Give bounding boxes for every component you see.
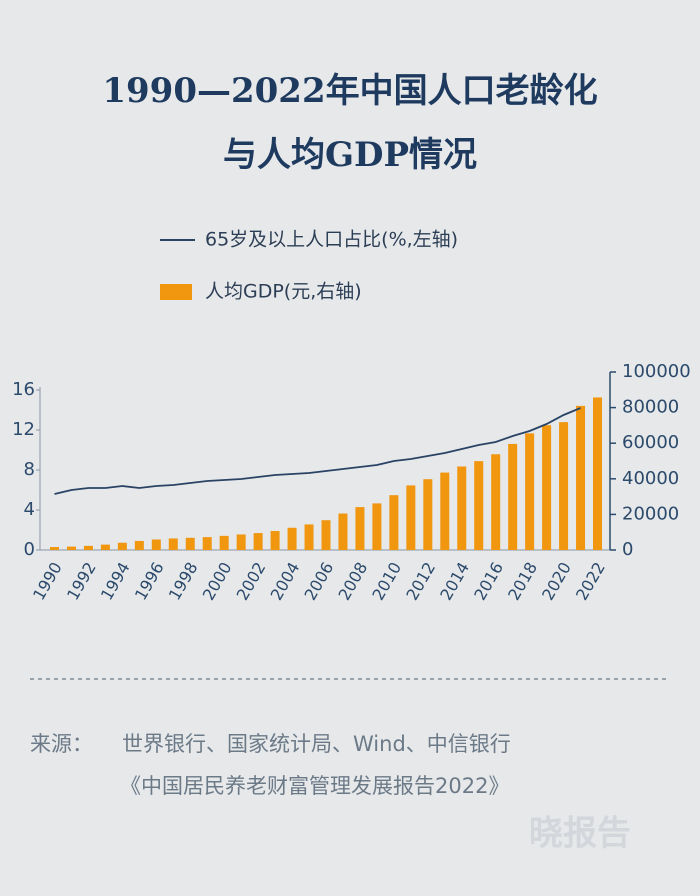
bar <box>253 533 263 550</box>
bar <box>406 485 416 550</box>
y2-tick-label: 0 <box>622 539 633 560</box>
bar <box>355 507 365 550</box>
legend-swatch <box>160 284 192 300</box>
y-tick-label: 4 <box>24 499 35 520</box>
bar <box>338 513 348 550</box>
line <box>54 407 581 495</box>
bar <box>83 545 93 550</box>
y2-tick-label: 40000 <box>622 468 679 489</box>
bar <box>559 422 569 550</box>
bar <box>440 472 450 550</box>
source-label: 来源： <box>30 732 93 756</box>
y-tick-label: 8 <box>24 459 35 480</box>
bar <box>542 425 552 550</box>
bar <box>321 520 331 550</box>
legend-label: 65岁及以上人口占比(%,左轴) <box>205 229 458 251</box>
source-text: 世界银行、国家统计局、Wind、中信银行 <box>122 732 511 756</box>
bar <box>100 544 110 550</box>
bar <box>576 405 586 550</box>
source-text: 《中国居民养老财富管理发展报告2022》 <box>120 774 509 798</box>
bar <box>389 495 399 550</box>
bar <box>270 531 280 550</box>
legend-label: 人均GDP(元,右轴) <box>205 281 362 303</box>
bar <box>474 461 484 550</box>
bar <box>287 527 297 550</box>
bar <box>525 433 535 550</box>
bar <box>185 537 195 550</box>
y-tick-label: 16 <box>12 379 35 400</box>
chart-title: 与人均GDP情况 <box>223 135 477 175</box>
bar <box>236 534 246 550</box>
bar <box>202 537 212 550</box>
bar <box>49 547 59 550</box>
bar <box>66 546 76 550</box>
watermark: 晓报告 <box>529 814 631 854</box>
bar <box>168 538 178 550</box>
y-tick-label: 0 <box>24 539 35 560</box>
bar <box>151 539 161 550</box>
y2-tick-label: 80000 <box>622 397 679 418</box>
bar <box>457 466 467 550</box>
bar <box>508 443 518 550</box>
bar <box>491 454 501 550</box>
y-tick-label: 12 <box>12 419 35 440</box>
chart-title: 1990—2022年中国人口老龄化 <box>102 71 597 111</box>
bar <box>134 540 144 550</box>
y2-tick-label: 60000 <box>622 432 679 453</box>
bar <box>593 397 603 550</box>
y2-tick-label: 100000 <box>622 361 691 382</box>
bar <box>304 524 314 550</box>
bar <box>117 542 127 550</box>
bar <box>372 503 382 550</box>
bar <box>423 479 433 550</box>
bar <box>219 535 229 550</box>
y2-tick-label: 20000 <box>622 503 679 524</box>
